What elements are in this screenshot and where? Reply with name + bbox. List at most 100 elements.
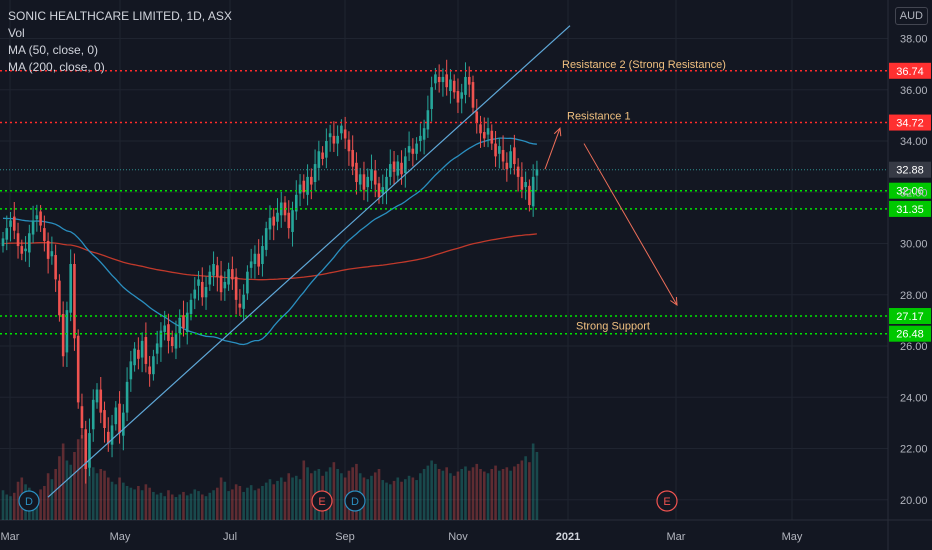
drawings[interactable]	[47, 25, 678, 498]
y-tick-label: 38.00	[900, 34, 928, 46]
volume-bar	[163, 496, 166, 520]
candle-body	[407, 146, 411, 153]
volume-bar	[91, 467, 95, 520]
annotation-text: Resistance 1	[567, 110, 631, 122]
volume-bar	[513, 466, 516, 520]
volume-bar	[110, 481, 114, 520]
candle-body	[452, 80, 456, 93]
horizontal-levels[interactable]: 36.74 34.72 32.06 31.35 27.17 26.48 32.88	[0, 62, 931, 342]
x-tick-label: Nov	[448, 531, 468, 543]
x-tick-label: Mar	[667, 531, 686, 543]
candle-body	[125, 381, 129, 413]
candle-body	[294, 194, 298, 212]
volume-bar	[392, 480, 396, 520]
candle-body	[231, 269, 234, 280]
volume-bar	[388, 484, 392, 520]
volume-bar	[516, 463, 520, 520]
candle-body	[238, 303, 242, 308]
volume-bar	[39, 489, 42, 520]
candle-body	[306, 176, 309, 195]
level-price-label: 34.72	[896, 118, 924, 130]
candle-body	[73, 264, 76, 339]
candle-body	[460, 92, 464, 99]
volume-bar	[12, 492, 16, 520]
candle-body	[321, 152, 324, 159]
volume-bar	[200, 494, 204, 520]
candle-body	[212, 264, 215, 276]
candle-body	[400, 162, 403, 175]
candle-body	[509, 151, 512, 168]
volume-bar	[302, 460, 306, 520]
candle-body	[24, 248, 27, 252]
annotation-text: Resistance 2 (Strong Resistance)	[562, 59, 726, 71]
candle-body	[152, 356, 155, 375]
candle-body	[355, 162, 358, 182]
candle-body	[385, 176, 388, 190]
volume-bar	[373, 472, 377, 520]
candle-body	[185, 312, 189, 332]
candle-body	[513, 147, 516, 165]
candles	[1, 59, 539, 484]
candle-body	[227, 269, 230, 285]
volume-bar	[294, 475, 298, 520]
volume-bar	[219, 477, 223, 520]
candle-body	[43, 228, 46, 241]
candle-body	[471, 82, 475, 108]
candle-body	[159, 330, 163, 348]
candle-body	[310, 176, 313, 185]
volume-bar	[531, 443, 535, 520]
volume-bar	[148, 487, 151, 520]
volume-bar	[155, 494, 159, 520]
study-ma200[interactable]: MA (200, close, 0)	[8, 60, 105, 74]
candle-body	[516, 166, 520, 177]
x-tick-label: 2021	[556, 531, 580, 543]
candle-body	[520, 176, 524, 190]
candle-body	[133, 348, 136, 366]
candle-body	[148, 366, 151, 375]
candle-body	[76, 335, 80, 403]
symbol-title[interactable]: SONIC HEALTHCARE LIMITED, 1D, ASX	[8, 9, 232, 23]
volume-bar	[140, 490, 144, 520]
volume-bar	[5, 494, 9, 520]
volume-bar	[261, 486, 264, 520]
candle-body	[347, 139, 351, 152]
volume-bar	[490, 469, 494, 520]
volume-bar	[328, 467, 332, 520]
volume-bar	[370, 475, 373, 520]
volume-bar	[434, 463, 437, 520]
time-axis[interactable]: Mar May Jul Sep Nov 2021 Mar May	[1, 531, 803, 543]
candle-body	[524, 182, 527, 188]
candle-body	[358, 174, 362, 185]
volume-bar	[16, 481, 20, 520]
price-axis[interactable]: 20.00 22.00 24.00 26.00 28.00 30.00 32.00 34.00…	[887, 0, 928, 550]
candle-body	[20, 246, 24, 254]
currency-badge[interactable]: AUD	[894, 7, 928, 25]
volume-bar	[366, 479, 370, 520]
volume-bar	[298, 479, 302, 520]
level-price-tag	[889, 308, 931, 325]
volume-bar	[242, 491, 245, 520]
candle-body	[9, 220, 12, 227]
candle-body	[163, 325, 166, 332]
volume-bar	[114, 484, 118, 520]
candle-body	[419, 135, 422, 141]
volume-bar	[411, 477, 415, 520]
level-price-tag	[889, 200, 931, 217]
volume-bar	[197, 491, 200, 520]
last-price-label: 32.88	[896, 165, 924, 177]
y-tick-label: 26.00	[900, 341, 928, 353]
study-ma50[interactable]: MA (50, close, 0)	[8, 43, 99, 57]
candle-body	[392, 161, 396, 172]
volume-bar	[54, 469, 57, 520]
volume-bar	[118, 477, 121, 520]
volume-bar	[238, 486, 242, 520]
y-tick-label: 20.00	[900, 495, 928, 507]
volume-bar	[76, 439, 80, 520]
event-marker	[311, 490, 333, 512]
study-volume[interactable]: Vol	[8, 26, 25, 40]
candle-body	[118, 403, 121, 434]
candle-body	[35, 215, 39, 220]
candle-body	[475, 111, 479, 124]
